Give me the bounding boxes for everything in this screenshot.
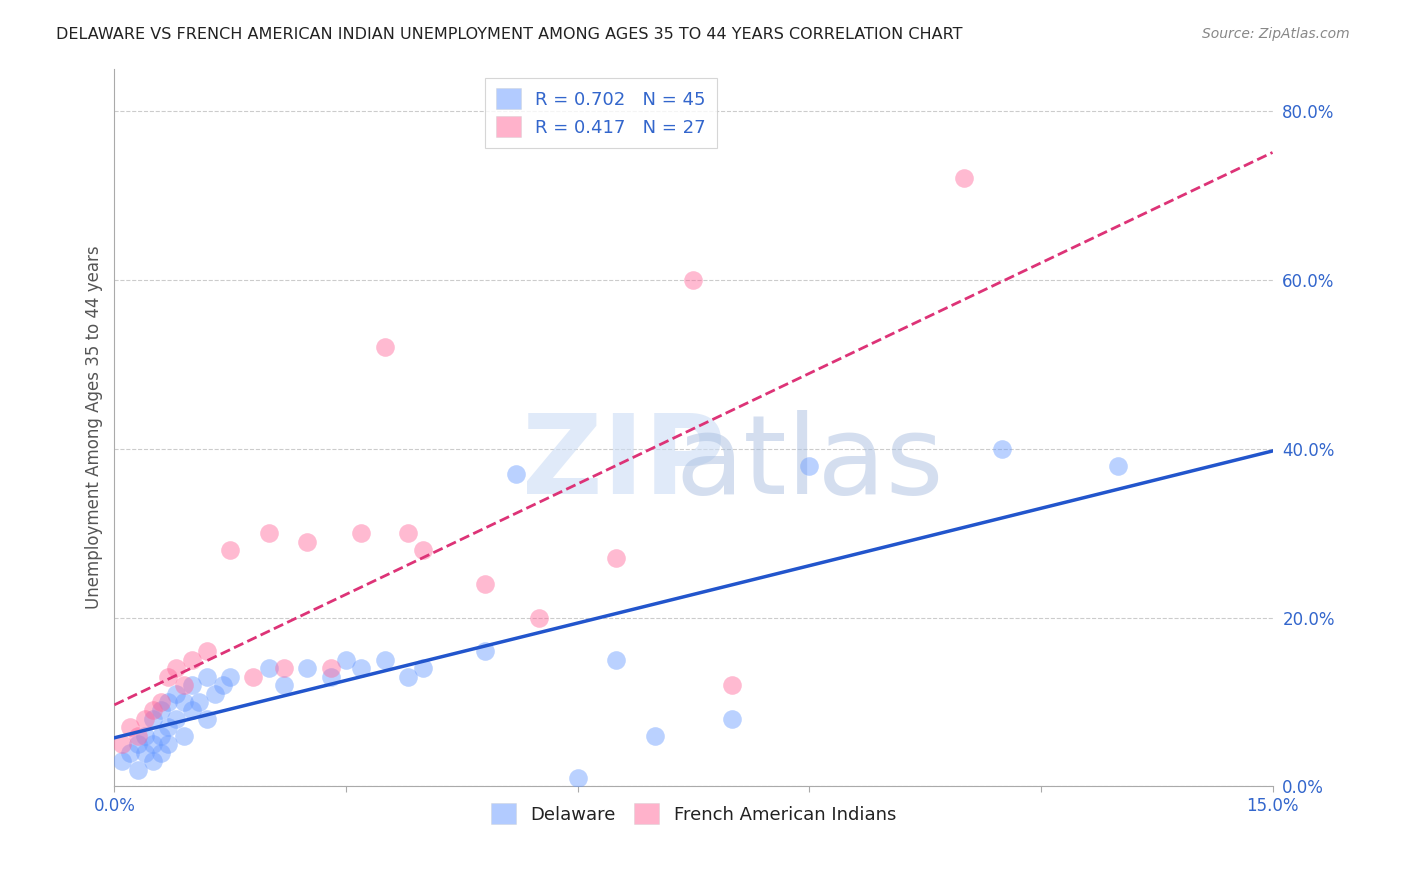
- Point: [118, 720, 141, 734]
- Legend: Delaware, French American Indians: Delaware, French American Indians: [479, 792, 907, 835]
- Point: [721, 678, 744, 692]
- Point: [188, 695, 211, 709]
- Point: [374, 653, 396, 667]
- Point: [319, 661, 342, 675]
- Point: [991, 442, 1014, 456]
- Point: [242, 670, 264, 684]
- Text: atlas: atlas: [675, 410, 943, 516]
- Point: [127, 729, 149, 743]
- Point: [396, 526, 419, 541]
- Point: [195, 712, 218, 726]
- Point: [350, 526, 373, 541]
- Point: [118, 746, 141, 760]
- Text: DELAWARE VS FRENCH AMERICAN INDIAN UNEMPLOYMENT AMONG AGES 35 TO 44 YEARS CORREL: DELAWARE VS FRENCH AMERICAN INDIAN UNEMP…: [56, 27, 963, 42]
- Point: [134, 729, 156, 743]
- Point: [127, 763, 149, 777]
- Point: [180, 703, 202, 717]
- Point: [396, 670, 419, 684]
- Point: [297, 534, 319, 549]
- Y-axis label: Unemployment Among Ages 35 to 44 years: Unemployment Among Ages 35 to 44 years: [86, 245, 103, 609]
- Point: [180, 678, 202, 692]
- Point: [173, 695, 195, 709]
- Point: [297, 661, 319, 675]
- Point: [219, 670, 242, 684]
- Point: [149, 703, 172, 717]
- Point: [134, 746, 156, 760]
- Point: [799, 458, 821, 473]
- Point: [134, 712, 156, 726]
- Point: [644, 729, 666, 743]
- Point: [257, 526, 280, 541]
- Point: [180, 653, 202, 667]
- Point: [157, 695, 180, 709]
- Point: [157, 670, 180, 684]
- Point: [412, 661, 434, 675]
- Point: [474, 644, 496, 658]
- Point: [127, 737, 149, 751]
- Text: ZIP: ZIP: [522, 410, 725, 516]
- Point: [952, 171, 974, 186]
- Point: [319, 670, 342, 684]
- Point: [273, 678, 295, 692]
- Text: Source: ZipAtlas.com: Source: ZipAtlas.com: [1202, 27, 1350, 41]
- Point: [505, 467, 527, 481]
- Point: [142, 754, 165, 768]
- Point: [142, 737, 165, 751]
- Point: [412, 543, 434, 558]
- Point: [567, 771, 589, 785]
- Point: [165, 687, 187, 701]
- Point: [149, 746, 172, 760]
- Point: [142, 703, 165, 717]
- Point: [157, 720, 180, 734]
- Point: [273, 661, 295, 675]
- Point: [111, 754, 134, 768]
- Point: [165, 661, 187, 675]
- Point: [204, 687, 226, 701]
- Point: [605, 551, 627, 566]
- Point: [335, 653, 357, 667]
- Point: [374, 340, 396, 354]
- Point: [165, 712, 187, 726]
- Point: [219, 543, 242, 558]
- Point: [142, 712, 165, 726]
- Point: [211, 678, 233, 692]
- Point: [527, 610, 550, 624]
- Point: [157, 737, 180, 751]
- Point: [173, 678, 195, 692]
- Point: [350, 661, 373, 675]
- Point: [257, 661, 280, 675]
- Point: [173, 729, 195, 743]
- Point: [195, 670, 218, 684]
- Point: [195, 644, 218, 658]
- Point: [149, 729, 172, 743]
- Point: [682, 273, 704, 287]
- Point: [721, 712, 744, 726]
- Point: [605, 653, 627, 667]
- Point: [474, 576, 496, 591]
- Point: [111, 737, 134, 751]
- Point: [1107, 458, 1129, 473]
- Point: [149, 695, 172, 709]
